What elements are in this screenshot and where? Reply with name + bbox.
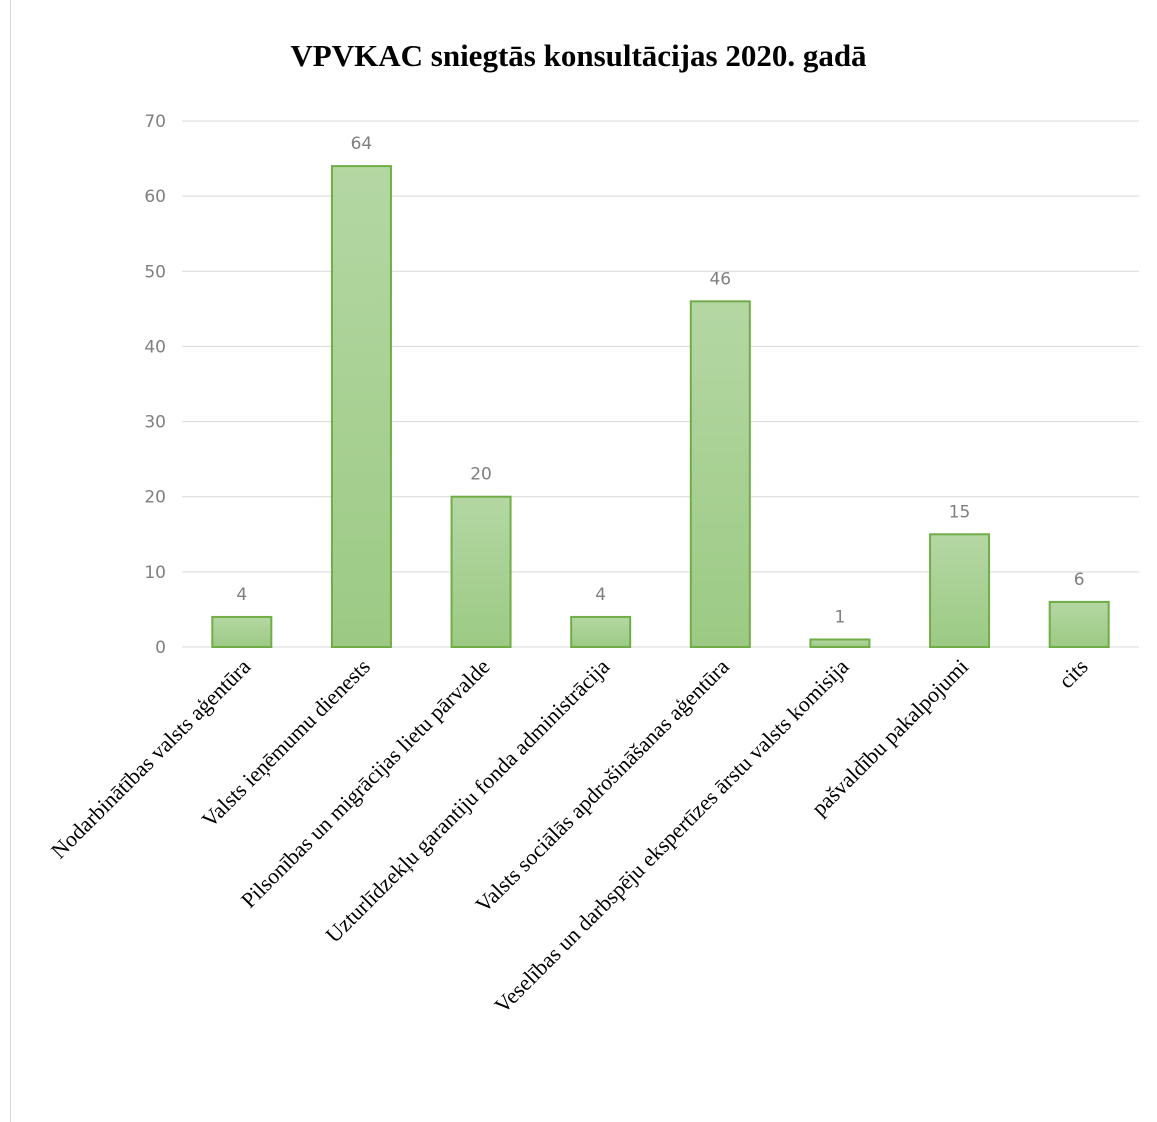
bar (570, 615, 632, 649)
bar (809, 638, 871, 649)
y-tick-label: 30 (144, 413, 166, 433)
bar (689, 300, 751, 648)
bar (929, 533, 991, 648)
y-tick-label: 70 (144, 112, 166, 132)
y-tick-label: 60 (144, 187, 166, 207)
x-category-label: Valsts sociālās apdrošināšanas aģentūra (470, 654, 734, 918)
data-label: 4 (236, 585, 247, 605)
y-tick-label: 20 (144, 488, 166, 508)
bar (1048, 600, 1110, 649)
data-labels: 4 64 20 4 46 1 15 6 (236, 134, 1084, 627)
chart-area (10, 0, 1157, 1122)
data-label: 1 (835, 607, 846, 627)
data-label: 4 (595, 585, 606, 605)
data-label: 20 (470, 465, 492, 485)
chart-title: VPVKAC sniegtās konsultācijas 2020. gadā (290, 38, 867, 73)
bar (211, 615, 273, 649)
y-tick-label: 0 (155, 638, 166, 658)
y-axis-tick-labels: 0 10 20 30 40 50 60 70 (144, 112, 166, 658)
x-category-label: Pilsonības un migrācijas lietu pārvalde (236, 654, 495, 913)
y-tick-label: 40 (144, 337, 166, 357)
x-category-label: cits (1053, 654, 1092, 693)
data-label: 46 (709, 269, 731, 289)
y-tick-label: 50 (144, 262, 166, 282)
bar (330, 165, 392, 648)
y-tick-label: 10 (144, 563, 166, 583)
bars (211, 165, 1110, 649)
data-label: 6 (1074, 570, 1085, 590)
bar (450, 495, 512, 649)
data-label: 15 (949, 502, 971, 522)
x-category-label: Nodarbinātības valsts aģentūra (46, 654, 256, 864)
gridlines (182, 120, 1139, 648)
data-label: 64 (351, 134, 373, 154)
